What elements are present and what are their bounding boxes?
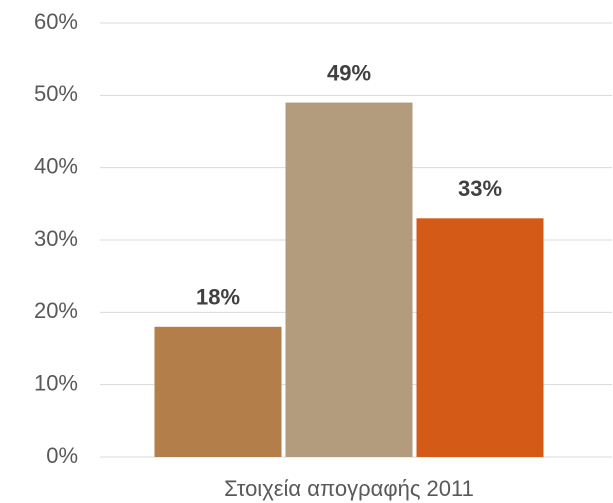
y-tick-label: 10%	[34, 370, 78, 395]
y-tick-label: 40%	[34, 153, 78, 178]
bar	[285, 102, 413, 458]
value-label: 33%	[458, 176, 502, 201]
y-tick-label: 50%	[34, 81, 78, 106]
bar	[416, 218, 544, 457]
y-tick-label: 30%	[34, 226, 78, 251]
bar	[154, 326, 282, 457]
y-tick-label: 0%	[46, 443, 78, 468]
value-label: 18%	[196, 285, 240, 310]
value-label: 49%	[327, 60, 371, 85]
y-tick-label: 20%	[34, 298, 78, 323]
x-tick-label: Στοιχεία απογραφής 2011	[224, 476, 474, 501]
y-tick-label: 60%	[34, 9, 78, 34]
